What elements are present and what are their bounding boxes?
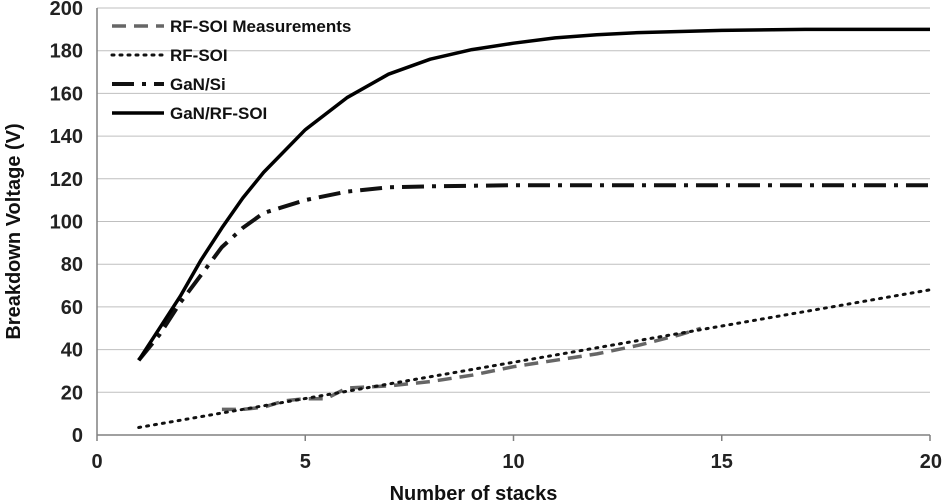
x-tick-label: 10: [502, 451, 524, 473]
x-tick-label: 5: [300, 451, 311, 473]
y-tick-label: 20: [61, 382, 83, 404]
legend-label: GaN/RF-SOI: [170, 104, 267, 123]
legend-label: GaN/Si: [170, 75, 226, 94]
series-line-gan-rf-soi: [137, 27, 930, 362]
y-tick-label: 120: [50, 169, 83, 191]
y-tick-label: 100: [50, 212, 83, 234]
y-tick-label: 200: [50, 0, 83, 20]
series-lines: [137, 27, 932, 429]
y-tick-label: 40: [61, 340, 83, 362]
y-tick-label: 0: [72, 425, 83, 447]
grid-lines: [97, 7, 930, 393]
x-tick-label: 0: [91, 451, 102, 473]
series-line-rf-soi: [137, 288, 932, 429]
y-tick-label: 60: [61, 297, 83, 319]
y-tick-label: 180: [50, 41, 83, 63]
legend-label: RF-SOI Measurements: [170, 17, 351, 36]
y-tick-label: 140: [50, 126, 83, 148]
legend: RF-SOI Measurements RF-SOI GaN/Si GaN/RF-SO…: [110, 17, 351, 123]
x-axis-title: Number of stacks: [390, 483, 558, 503]
series-line-gan-si: [137, 183, 930, 362]
y-tick-label: 80: [61, 254, 83, 276]
y-axis-title: Breakdown Voltage (V): [3, 123, 25, 339]
x-tick-label: 15: [711, 451, 733, 473]
legend-label: RF-SOI: [170, 46, 228, 65]
axes: 0 20 40 60 80 100 120 140 160 180 200 0 5 10 15 20: [50, 0, 942, 473]
series-line-rf-soi-measurements: [221, 326, 702, 412]
y-tick-label: 160: [50, 83, 83, 105]
x-tick-label: 20: [920, 451, 942, 473]
